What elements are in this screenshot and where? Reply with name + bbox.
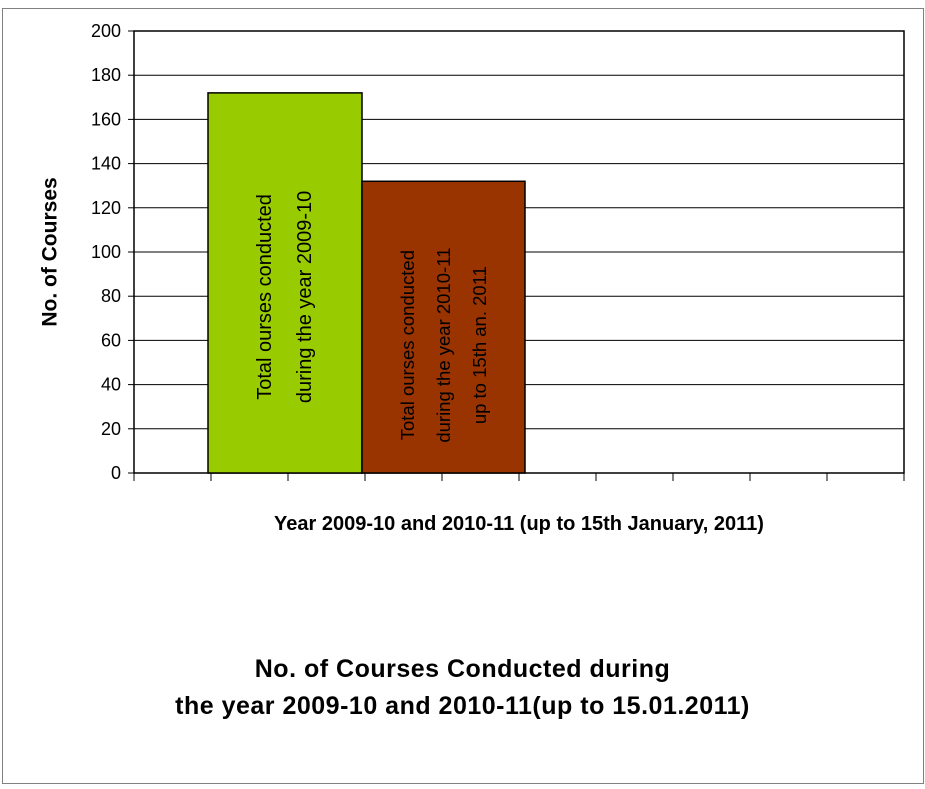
- bar-label-line: during the year 2009-10: [294, 191, 316, 403]
- chart-title-line-1: No. of Courses Conducted during: [254, 655, 671, 683]
- chart-title-line-2: the year 2009-10 and 2010-11(up to 15.01…: [175, 692, 750, 720]
- y-tick-label: 40: [101, 375, 121, 395]
- y-axis-title: No. of Courses: [39, 177, 62, 326]
- y-tick-label: 80: [101, 286, 121, 306]
- bar-label-line: Total ourses conducted: [397, 250, 418, 440]
- chart-frame: [2, 8, 924, 784]
- y-tick-label: 60: [101, 330, 121, 350]
- chart-title: No. of Courses Conducted during the year…: [0, 651, 925, 725]
- y-tick-label: 200: [91, 21, 121, 41]
- bar-label-line: Total ourses conducted: [254, 194, 276, 400]
- y-tick-label: 180: [91, 65, 121, 85]
- bar-label-line: up to 15th an. 2011: [469, 266, 490, 424]
- x-axis: [133, 473, 905, 481]
- bar-1: [207, 92, 363, 474]
- y-tick-label: 100: [91, 242, 121, 262]
- bar-labels: Total ourses conducted during the year 20…: [254, 191, 490, 443]
- bar-label-line: during the year 2010-11: [433, 248, 454, 443]
- y-axis: 0 20 40 60 80 100 120 140 160 180 200: [91, 21, 134, 483]
- x-axis-title: Year 2009-10 and 2010-11 (up to 15th Jan…: [274, 513, 764, 535]
- bars: [207, 92, 526, 474]
- bar-label-2: Total ourses conducted during the year 20…: [397, 248, 490, 443]
- bar-2: [361, 180, 526, 474]
- y-tick-label: 0: [111, 463, 121, 483]
- bar-label-1: Total ourses conducted during the year 20…: [254, 191, 316, 403]
- y-tick-label: 160: [91, 109, 121, 129]
- y-tick-label: 20: [101, 419, 121, 439]
- y-tick-label: 140: [91, 154, 121, 174]
- y-tick-label: 120: [91, 198, 121, 218]
